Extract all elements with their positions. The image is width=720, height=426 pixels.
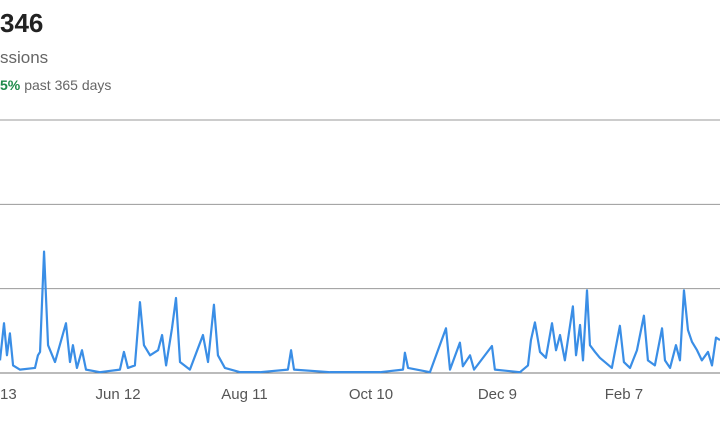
metric-value: 346 [0, 8, 44, 38]
x-tick-label: Jun 12 [96, 386, 141, 403]
x-tick-label: Aug 11 [221, 386, 267, 403]
change-percent: 5% [0, 77, 21, 93]
metric-change: 5% past 365 days [0, 77, 111, 93]
metric-label: ssions [0, 48, 49, 67]
x-tick-label: 13 [0, 386, 17, 403]
x-tick-label: Feb 7 [605, 386, 643, 403]
change-period: past 365 days [24, 77, 112, 93]
series-line [0, 250, 720, 374]
x-tick-label: Oct 10 [349, 386, 393, 403]
x-tick-label: Dec 9 [478, 386, 517, 403]
